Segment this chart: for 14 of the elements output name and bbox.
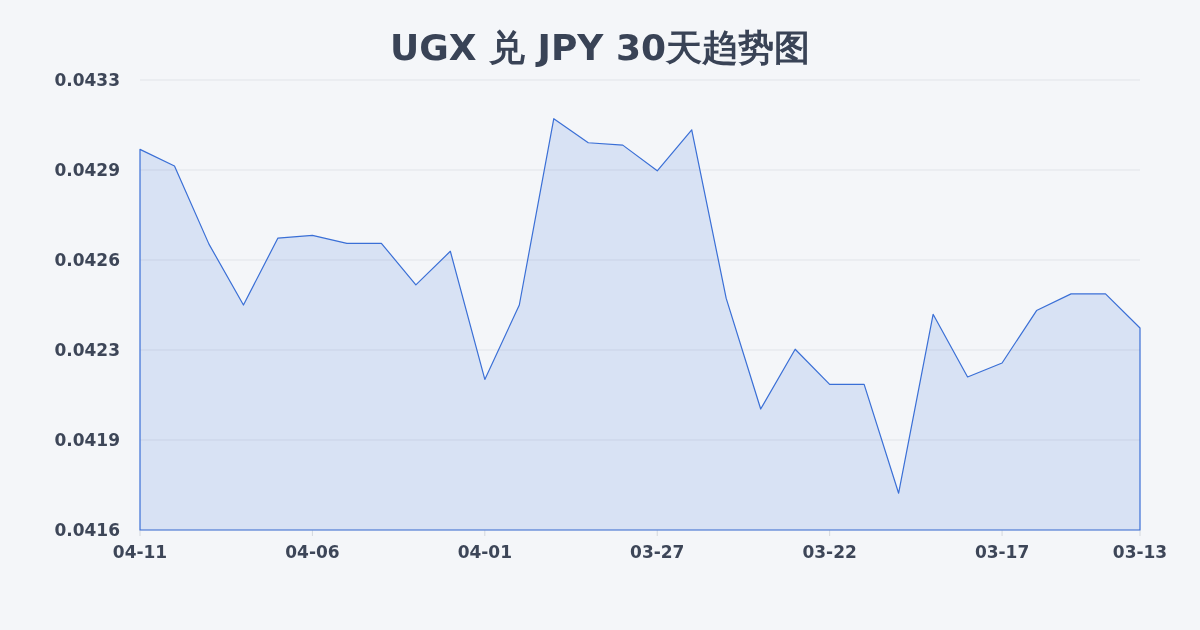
x-tick-label: 04-06 [285,542,340,562]
y-tick-label: 0.0416 [54,520,120,540]
x-tick-label: 04-11 [112,542,168,562]
y-tick-label: 0.0419 [54,430,120,450]
y-tick-label: 0.0423 [54,340,120,360]
y-tick-label: 0.0426 [54,250,120,270]
x-tick-label: 03-17 [974,542,1030,562]
x-tick-label: 03-22 [802,542,857,562]
x-tick-label: 04-01 [457,542,513,562]
x-tick-label: 03-13 [1112,542,1168,562]
y-tick-label: 0.0429 [54,160,120,180]
y-tick-label: 0.0433 [54,70,120,90]
x-tick-label: 03-27 [630,542,685,562]
chart-title: UGX 兑 JPY 30天趋势图 [389,26,811,68]
